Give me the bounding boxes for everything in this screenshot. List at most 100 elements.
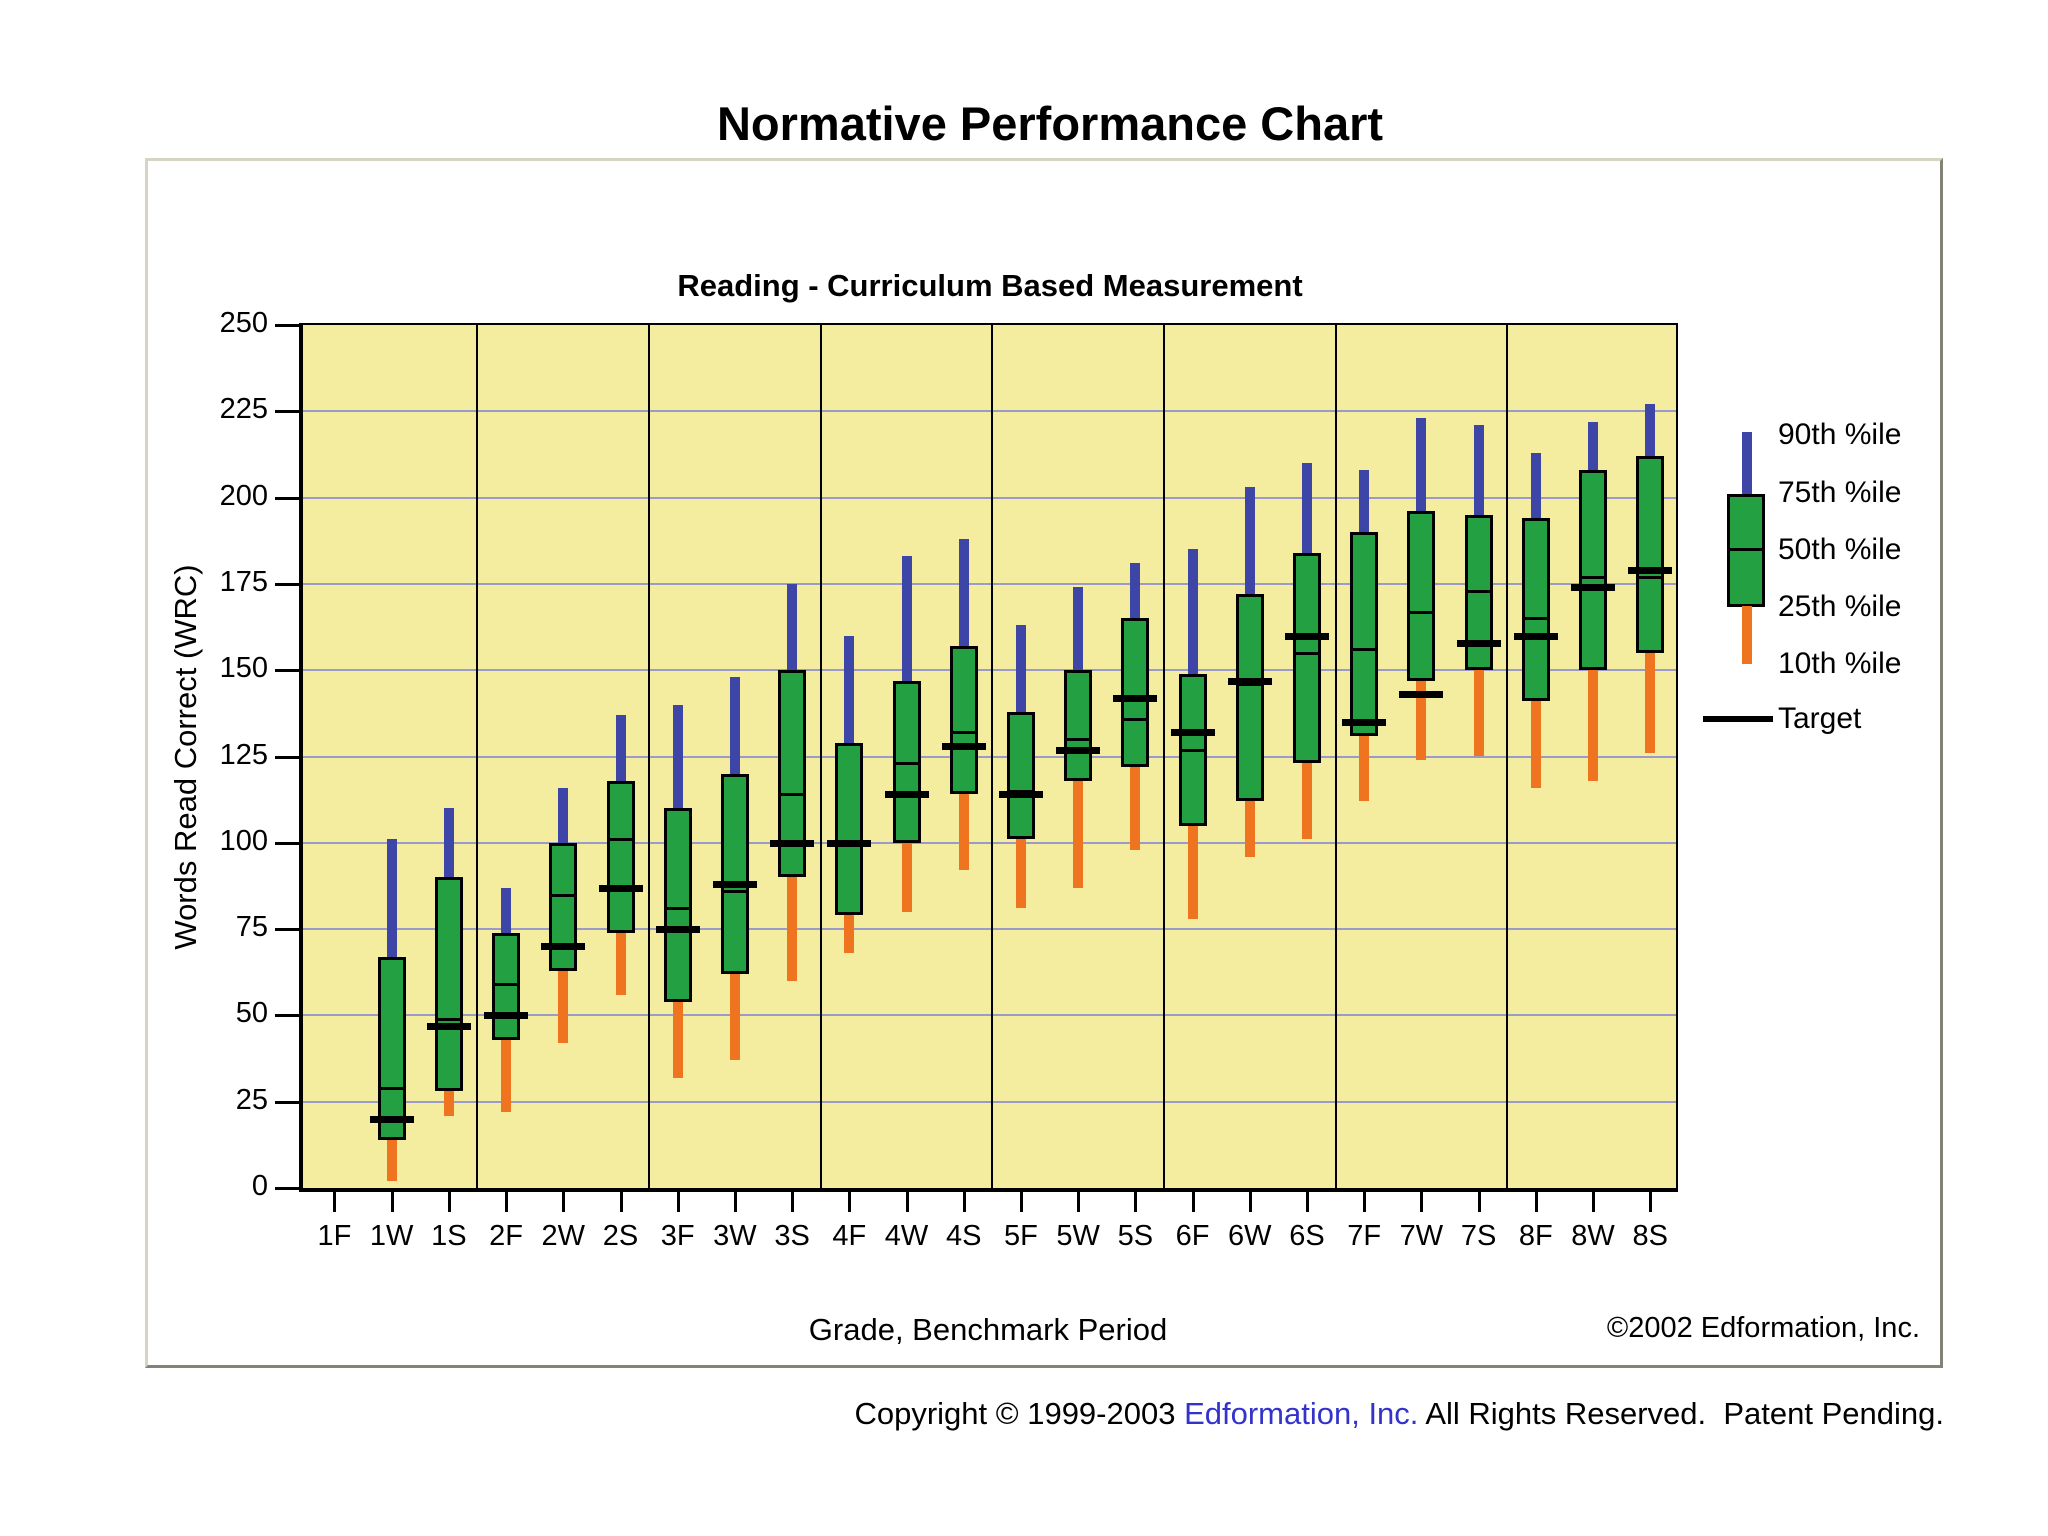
y-axis-line bbox=[299, 323, 303, 1192]
x-tick-mark bbox=[505, 1192, 509, 1212]
median-2S bbox=[609, 838, 632, 842]
grade-separator bbox=[476, 325, 479, 1188]
target-7F bbox=[1342, 718, 1387, 726]
x-tick-label: 4S bbox=[946, 1220, 982, 1252]
x-tick-mark bbox=[1248, 1192, 1252, 1212]
x-tick-mark bbox=[333, 1192, 337, 1212]
whisker-10th-4S bbox=[958, 790, 969, 871]
median-1W bbox=[380, 1086, 403, 1090]
x-tick-label: 4F bbox=[832, 1220, 867, 1252]
box-5W bbox=[1064, 670, 1093, 781]
x-tick-label: 2S bbox=[602, 1220, 639, 1252]
x-tick-mark bbox=[1134, 1192, 1138, 1212]
y-tick-mark bbox=[275, 928, 299, 932]
whisker-10th-8S bbox=[1645, 648, 1656, 754]
gridline bbox=[303, 496, 1676, 499]
whisker-90th-4F bbox=[844, 635, 855, 747]
whisker-90th-1S bbox=[443, 808, 454, 882]
median-3W bbox=[723, 890, 746, 894]
target-6F bbox=[1170, 729, 1215, 737]
x-tick-mark bbox=[1306, 1192, 1309, 1212]
x-tick-label: 7F bbox=[1347, 1220, 1382, 1252]
whisker-10th-3W bbox=[729, 969, 740, 1061]
x-axis-line bbox=[299, 1188, 1678, 1192]
whisker-90th-5F bbox=[1015, 625, 1026, 716]
legend-target-swatch bbox=[1703, 716, 1773, 722]
x-tick-label: 8W bbox=[1571, 1220, 1615, 1252]
grade-separator bbox=[819, 325, 822, 1188]
legend-label-75th: 75th %ile bbox=[1778, 476, 1902, 509]
whisker-10th-2S bbox=[615, 928, 626, 995]
chart-subtitle: Reading - Curriculum Based Measurement bbox=[677, 268, 1303, 303]
x-tick-mark bbox=[1649, 1192, 1653, 1212]
x-tick-label: 7W bbox=[1399, 1220, 1444, 1252]
y-tick-mark bbox=[275, 324, 299, 327]
x-tick-mark bbox=[1420, 1192, 1424, 1212]
x-tick-mark bbox=[791, 1192, 795, 1212]
x-tick-mark bbox=[562, 1192, 566, 1212]
gridline bbox=[303, 669, 1676, 672]
y-tick-label: 175 bbox=[219, 565, 268, 598]
target-2F bbox=[484, 1012, 529, 1020]
x-tick-mark bbox=[1191, 1192, 1195, 1212]
x-tick-mark bbox=[733, 1192, 737, 1212]
x-tick-label: 6W bbox=[1228, 1220, 1272, 1252]
legend-label-50th: 50th %ile bbox=[1778, 533, 1902, 566]
grade-separator bbox=[648, 325, 651, 1188]
median-8S bbox=[1639, 575, 1662, 579]
grade-separator bbox=[1506, 325, 1509, 1188]
box-8F bbox=[1521, 518, 1550, 702]
whisker-10th-5W bbox=[1073, 776, 1084, 888]
median-5S bbox=[1124, 717, 1147, 721]
target-6W bbox=[1227, 677, 1272, 685]
x-tick-label: 5W bbox=[1056, 1220, 1100, 1252]
legend-label-90th: 90th %ile bbox=[1778, 418, 1902, 451]
x-tick-label: 1W bbox=[369, 1220, 414, 1252]
whisker-90th-3S bbox=[787, 583, 798, 675]
box-3F bbox=[663, 808, 692, 1002]
footer-copyright-suffix: All Rights Reserved. Patent Pending. bbox=[1418, 1396, 1944, 1431]
x-tick-label: 5S bbox=[1117, 1220, 1154, 1252]
median-1S bbox=[437, 1017, 460, 1021]
median-6F bbox=[1181, 748, 1204, 752]
whisker-10th-7W bbox=[1416, 676, 1427, 760]
footer-edformation-link[interactable]: Edformation, Inc. bbox=[1184, 1396, 1419, 1431]
x-tick-label: 6F bbox=[1175, 1220, 1210, 1252]
whisker-10th-6S bbox=[1302, 759, 1312, 840]
x-tick-mark bbox=[848, 1192, 852, 1212]
target-5W bbox=[1056, 746, 1101, 754]
legend-median-swatch bbox=[1730, 548, 1762, 551]
y-tick-mark bbox=[275, 1187, 299, 1190]
legend-10th-whisker-swatch bbox=[1742, 606, 1752, 664]
box-6S bbox=[1293, 552, 1321, 764]
target-8F bbox=[1513, 632, 1558, 640]
y-tick-mark bbox=[275, 582, 299, 586]
box-3W bbox=[720, 773, 749, 974]
x-tick-mark bbox=[1477, 1192, 1481, 1212]
gridline bbox=[303, 928, 1676, 931]
y-tick-label: 0 bbox=[251, 1170, 268, 1202]
median-2F bbox=[495, 983, 518, 987]
chart-copyright-annotation: ©2002 Edformation, Inc. bbox=[1606, 1312, 1920, 1344]
y-tick-mark bbox=[275, 496, 299, 500]
whisker-90th-7W bbox=[1416, 418, 1427, 516]
gridline bbox=[303, 841, 1676, 844]
whisker-90th-3F bbox=[672, 704, 683, 813]
median-7W bbox=[1410, 610, 1433, 614]
x-tick-label: 2W bbox=[541, 1220, 586, 1252]
whisker-90th-6W bbox=[1244, 487, 1255, 599]
target-4S bbox=[941, 743, 986, 751]
y-tick-label: 50 bbox=[235, 997, 268, 1030]
box-7W bbox=[1407, 511, 1436, 681]
page-title: Normative Performance Chart bbox=[716, 97, 1384, 150]
legend-label-25th: 25th %ile bbox=[1778, 590, 1902, 623]
whisker-90th-4W bbox=[901, 556, 912, 685]
median-8F bbox=[1524, 617, 1547, 621]
whisker-10th-4W bbox=[901, 838, 912, 912]
median-8W bbox=[1582, 575, 1605, 579]
x-tick-mark bbox=[390, 1192, 394, 1212]
whisker-90th-6S bbox=[1302, 463, 1312, 557]
whisker-10th-4F bbox=[844, 911, 855, 954]
gridline bbox=[303, 755, 1676, 758]
whisker-10th-2F bbox=[501, 1035, 512, 1113]
